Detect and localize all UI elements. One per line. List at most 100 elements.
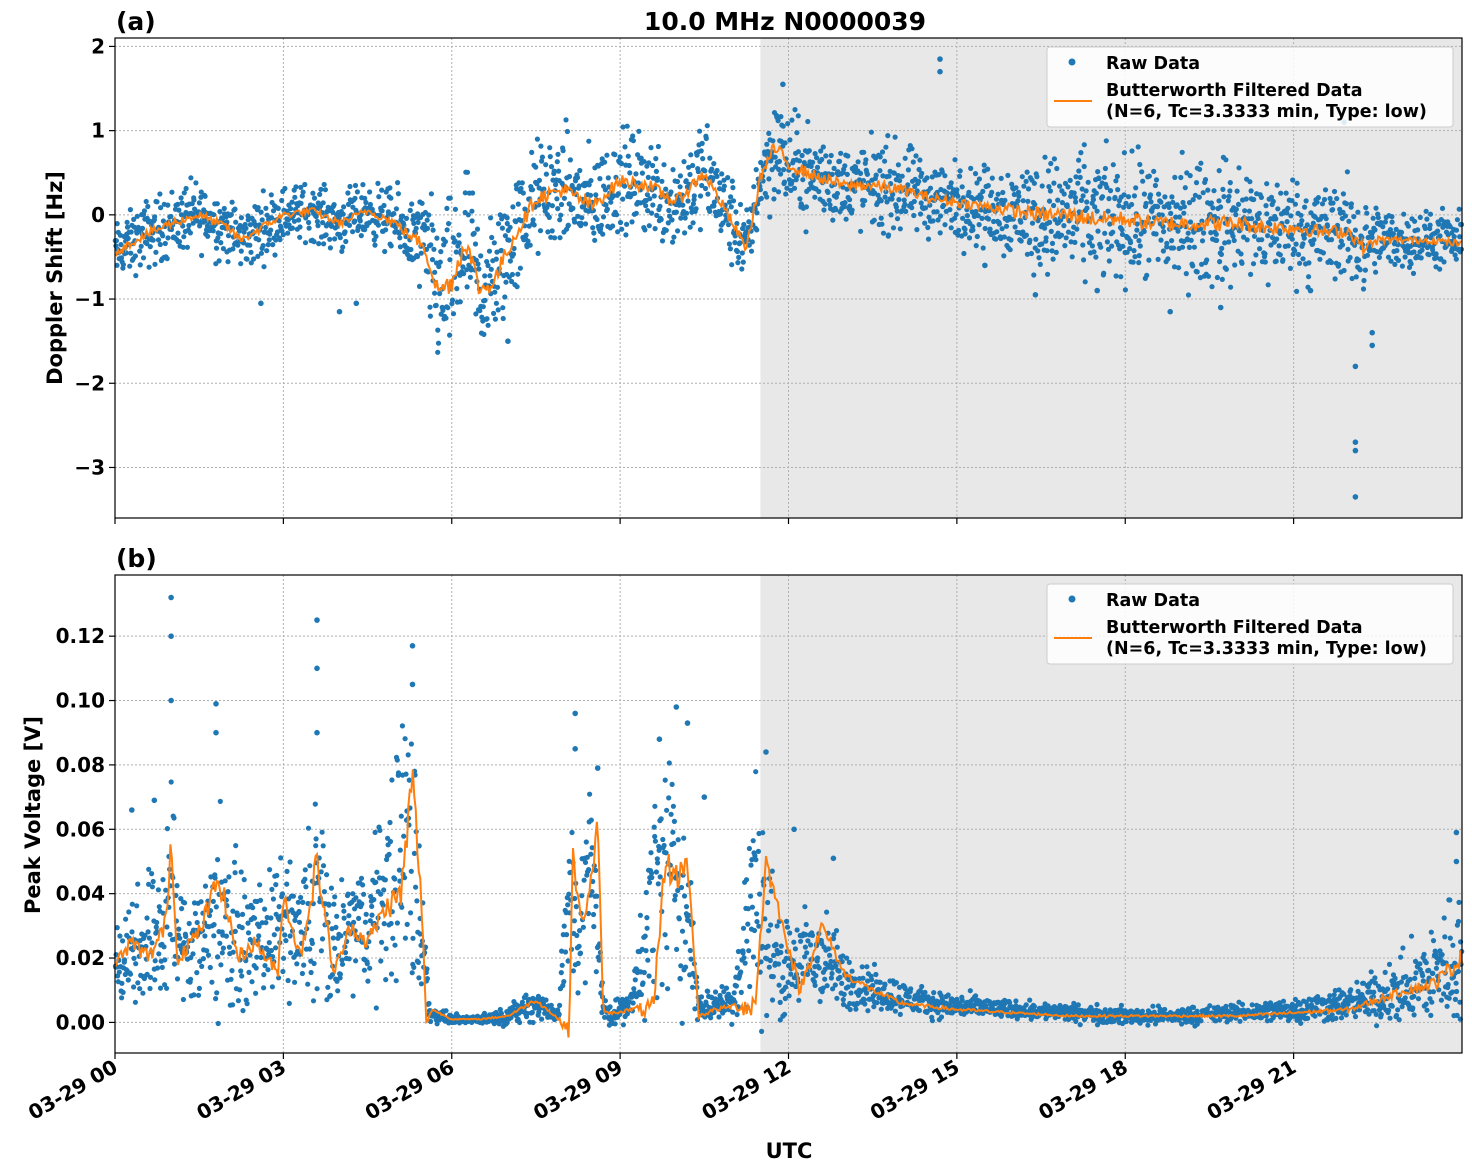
raw-point [1348, 201, 1354, 207]
raw-point [393, 978, 399, 984]
raw-point [247, 222, 253, 228]
raw-point [617, 219, 624, 226]
raw-point [952, 215, 958, 221]
raw-point [623, 232, 629, 238]
raw-point [215, 1020, 221, 1027]
raw-point [547, 145, 553, 151]
raw-point [279, 891, 285, 897]
raw-point [891, 170, 897, 176]
raw-point [520, 190, 526, 196]
raw-point [394, 920, 400, 926]
raw-point [620, 196, 626, 202]
raw-point [1057, 183, 1063, 189]
raw-point [118, 255, 125, 261]
raw-point [162, 240, 168, 247]
raw-point [822, 201, 828, 207]
raw-point [331, 901, 337, 907]
raw-point [229, 968, 235, 974]
raw-point [837, 974, 843, 980]
raw-point [536, 177, 543, 183]
raw-point [315, 223, 321, 229]
raw-point [1241, 234, 1247, 240]
raw-point [552, 235, 558, 241]
raw-point [770, 974, 776, 980]
raw-point [226, 944, 232, 950]
raw-point [1423, 208, 1429, 214]
raw-point [530, 1019, 536, 1026]
raw-point [434, 1021, 440, 1027]
raw-point [738, 989, 744, 996]
raw-point [817, 998, 823, 1005]
raw-point [737, 240, 743, 246]
raw-point [327, 992, 334, 998]
raw-point [796, 997, 802, 1003]
raw-point [1278, 190, 1284, 196]
raw-point [475, 261, 481, 267]
raw-point [1028, 250, 1034, 257]
raw-point [1194, 269, 1200, 275]
raw-point [1288, 232, 1295, 238]
raw-point [1201, 230, 1207, 236]
raw-point [1030, 205, 1036, 211]
raw-point [778, 949, 784, 956]
raw-point [962, 226, 968, 232]
raw-point [744, 938, 750, 944]
raw-point [766, 928, 772, 934]
raw-point [1399, 263, 1405, 269]
raw-point [570, 205, 576, 211]
raw-point [500, 315, 506, 322]
raw-point [530, 217, 536, 223]
raw-point [1437, 266, 1443, 272]
raw-point [346, 956, 352, 962]
raw-point [120, 989, 126, 996]
panel-a-legend-filtered-label-1: Butterworth Filtered Data [1106, 81, 1363, 101]
raw-point [137, 986, 143, 992]
raw-point [654, 212, 660, 218]
raw-point [1081, 163, 1087, 170]
raw-point [262, 963, 268, 969]
raw-point [302, 876, 308, 882]
raw-point [633, 210, 639, 216]
raw-point [1120, 243, 1126, 249]
raw-point [573, 904, 579, 910]
raw-point [533, 164, 539, 170]
raw-point [574, 932, 580, 939]
raw-point [499, 225, 505, 231]
raw-point [565, 902, 571, 908]
raw-point [737, 201, 744, 208]
raw-point [973, 993, 979, 999]
raw-point [831, 165, 837, 171]
raw-point [778, 114, 784, 120]
raw-point [602, 159, 608, 165]
raw-point [414, 898, 420, 904]
raw-point [1118, 1002, 1124, 1009]
raw-point [258, 209, 264, 215]
raw-point [567, 157, 574, 163]
raw-point [1085, 179, 1091, 185]
raw-point [669, 217, 675, 223]
raw-point [825, 189, 831, 195]
raw-point [730, 198, 737, 204]
raw-point [131, 216, 137, 222]
raw-point [1324, 223, 1330, 229]
raw-point [509, 271, 515, 278]
raw-point [260, 243, 266, 249]
raw-point [547, 154, 553, 160]
raw-point [605, 175, 611, 181]
raw-point [444, 227, 450, 233]
raw-point [717, 186, 723, 192]
raw-point [624, 221, 630, 227]
raw-point [785, 121, 791, 127]
raw-point [156, 951, 162, 957]
raw-point [258, 250, 264, 256]
raw-point [205, 233, 211, 239]
raw-point [238, 869, 244, 875]
raw-point [1199, 238, 1206, 244]
raw-point [428, 242, 434, 248]
raw-point [139, 225, 146, 231]
raw-point [1283, 190, 1289, 196]
raw-point [1080, 242, 1086, 248]
raw-point [1255, 215, 1261, 222]
raw-point [1221, 194, 1227, 200]
raw-point [695, 169, 702, 175]
